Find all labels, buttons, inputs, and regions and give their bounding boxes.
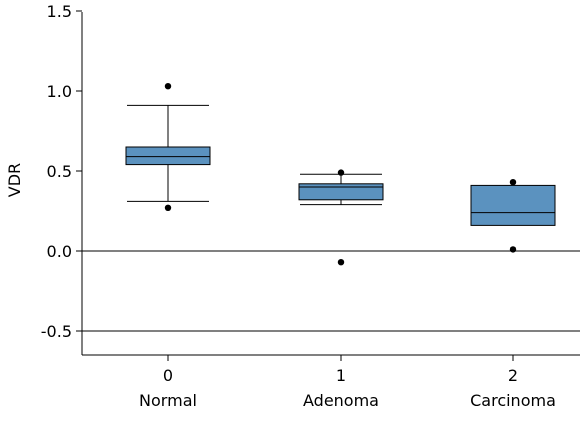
x-category-label: Carcinoma	[470, 391, 556, 410]
outlier-point	[164, 204, 172, 211]
x-tick-label: 2	[508, 366, 518, 385]
outlier-point	[509, 246, 517, 253]
box	[298, 183, 384, 201]
y-axis-title: VDR	[5, 163, 24, 197]
y-tick-label: 0.0	[47, 242, 72, 261]
x-tick-label: 1	[336, 366, 346, 385]
box-group-carcinoma	[470, 179, 556, 253]
reference-lines	[82, 250, 580, 332]
box	[470, 184, 556, 226]
outlier-point	[164, 83, 172, 90]
x-axis: 0 Normal 1 Adenoma 2 Carcinoma	[82, 354, 580, 410]
x-category-label: Normal	[139, 391, 197, 410]
y-tick-label: 0.5	[47, 162, 72, 181]
y-axis: 1.5 1.0 0.5 0.0 -0.5	[41, 2, 83, 355]
x-tick-label: 0	[163, 366, 173, 385]
box-group-adenoma	[298, 169, 384, 266]
x-category-label: Adenoma	[303, 391, 379, 410]
outlier-point	[337, 259, 345, 266]
box-group-normal	[125, 83, 211, 211]
y-tick-label: 1.5	[47, 2, 72, 21]
y-tick-label: 1.0	[47, 82, 72, 101]
box	[125, 146, 211, 166]
y-tick-label: -0.5	[41, 322, 72, 341]
outlier-point	[337, 169, 345, 176]
outlier-point	[509, 179, 517, 186]
boxes	[125, 83, 556, 266]
